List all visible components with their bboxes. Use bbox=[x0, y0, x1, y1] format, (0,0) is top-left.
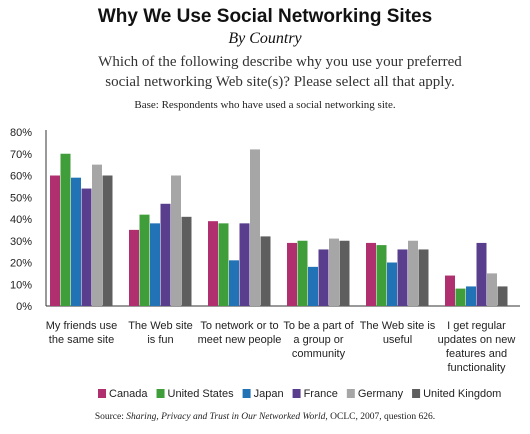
x-category-label: The Web site bbox=[128, 320, 193, 332]
bar-france bbox=[476, 242, 487, 306]
chart-subtitle: By Country bbox=[228, 30, 302, 47]
bar-united-kingdom bbox=[181, 216, 192, 306]
bar-france bbox=[397, 249, 408, 306]
legend-label: Canada bbox=[109, 388, 148, 400]
bar-france bbox=[318, 249, 329, 306]
x-category-label: the same site bbox=[49, 334, 114, 346]
y-tick-label: 60% bbox=[10, 171, 32, 183]
bar-united-kingdom bbox=[418, 249, 429, 306]
bar-japan bbox=[308, 266, 318, 306]
x-category-label: useful bbox=[383, 334, 412, 346]
y-tick-label: 20% bbox=[10, 258, 32, 270]
bar-germany bbox=[250, 149, 260, 306]
x-category-label: The Web site is bbox=[360, 320, 436, 332]
bar-france bbox=[239, 223, 250, 306]
x-category-label: My friends use bbox=[46, 320, 118, 332]
x-category-label: community bbox=[292, 348, 346, 360]
bar-germany bbox=[408, 240, 418, 306]
x-category-label: I get regular bbox=[447, 320, 506, 332]
bar-united-kingdom bbox=[339, 240, 350, 306]
x-category-label: features and bbox=[446, 348, 507, 360]
y-tick-label: 30% bbox=[10, 236, 32, 248]
legend-swatch-united-kingdom bbox=[412, 389, 421, 398]
bar-united-states bbox=[297, 240, 308, 306]
bar-germany bbox=[329, 238, 339, 306]
bar-canada bbox=[445, 275, 455, 306]
survey-question-line-1: Which of the following describe why you … bbox=[98, 54, 462, 70]
legend-label: Japan bbox=[254, 388, 284, 400]
source-note: Source: Sharing, Privacy and Trust in Ou… bbox=[0, 412, 530, 422]
y-tick-label: 50% bbox=[10, 192, 32, 204]
bar-france bbox=[81, 188, 92, 306]
legend-swatch-japan bbox=[242, 389, 251, 398]
bar-germany bbox=[171, 175, 181, 306]
bar-france bbox=[160, 203, 171, 306]
bar-canada bbox=[208, 221, 218, 306]
x-category-label: is fun bbox=[147, 334, 173, 346]
bar-united-states bbox=[139, 214, 150, 306]
bar-japan bbox=[387, 262, 397, 306]
chart-title: Why We Use Social Networking Sites bbox=[97, 6, 433, 27]
source-title: Sharing, Privacy and Trust in Our Networ… bbox=[126, 412, 326, 422]
legend-label: United Kingdom bbox=[423, 388, 501, 400]
bar-united-kingdom bbox=[102, 175, 113, 306]
base-note: Base: Respondents who have used a social… bbox=[134, 99, 396, 111]
legend-swatch-canada bbox=[98, 389, 106, 398]
bar-japan bbox=[150, 223, 160, 306]
x-category-label: meet new people bbox=[198, 334, 282, 346]
y-tick-label: 10% bbox=[10, 279, 32, 291]
legend-label: Germany bbox=[358, 388, 404, 400]
legend-swatch-germany bbox=[346, 389, 355, 398]
x-category-label: updates on new bbox=[438, 334, 516, 346]
bar-united-states bbox=[376, 245, 387, 306]
legend-label: United States bbox=[168, 388, 235, 400]
source-suffix: , OCLC, 2007, question 626. bbox=[325, 412, 436, 422]
bar-germany bbox=[92, 164, 102, 306]
bar-united-states bbox=[60, 153, 71, 306]
bar-united-kingdom bbox=[497, 286, 508, 306]
y-tick-label: 0% bbox=[16, 301, 32, 313]
bar-japan bbox=[71, 177, 81, 306]
x-category-label: functionality bbox=[447, 362, 506, 374]
legend-swatch-france bbox=[292, 389, 301, 398]
bar-germany bbox=[487, 273, 497, 306]
y-tick-label: 40% bbox=[10, 214, 32, 226]
bar-united-states bbox=[455, 288, 466, 306]
bar-united-states bbox=[218, 223, 229, 306]
survey-question: Which of the following describe why you … bbox=[40, 52, 520, 92]
survey-question-line-2: social networking Web site(s)? Please se… bbox=[105, 74, 455, 90]
x-category-label: To network or to bbox=[200, 320, 278, 332]
source-prefix: Source: bbox=[94, 412, 127, 422]
x-category-label: a group or bbox=[293, 334, 343, 346]
y-tick-label: 80% bbox=[10, 127, 32, 139]
bar-canada bbox=[287, 242, 297, 306]
x-category-label: To be a part of bbox=[283, 320, 354, 332]
bar-canada bbox=[129, 229, 139, 306]
y-tick-label: 70% bbox=[10, 149, 32, 161]
legend-label: France bbox=[304, 388, 338, 400]
bar-canada bbox=[366, 242, 376, 306]
bar-canada bbox=[50, 175, 60, 306]
bar-japan bbox=[229, 260, 239, 306]
legend-swatch-united-states bbox=[156, 389, 165, 398]
bar-united-kingdom bbox=[260, 236, 271, 306]
bar-japan bbox=[466, 286, 476, 306]
